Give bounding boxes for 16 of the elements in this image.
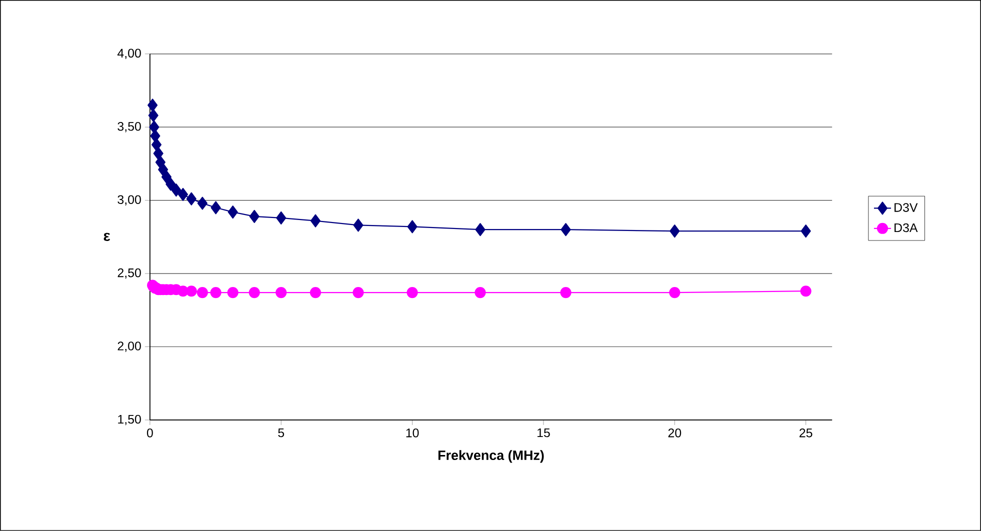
- x-tick-label: 5: [278, 428, 284, 438]
- x-tick-label: 20: [668, 428, 682, 438]
- y-tick-label: 2,50: [118, 268, 141, 279]
- legend-label: D3V: [894, 203, 918, 212]
- x-tick-label: 10: [406, 428, 419, 438]
- x-tick-label: 15: [538, 428, 550, 438]
- y-tick-label: 1,50: [118, 414, 141, 426]
- y-tick-label: 4,00: [117, 48, 141, 60]
- x-axis-title: Frekvenca (MHz): [438, 450, 544, 463]
- y-tick-label: 2,00: [118, 342, 141, 352]
- y-axis-title: ε: [104, 232, 110, 242]
- x-tick-label: 25: [800, 428, 812, 438]
- y-tick-label: 3,50: [118, 122, 141, 132]
- y-tick-label: 3,00: [118, 195, 141, 206]
- x-tick-label: 0: [146, 428, 153, 438]
- legend-label: D3A: [894, 223, 918, 232]
